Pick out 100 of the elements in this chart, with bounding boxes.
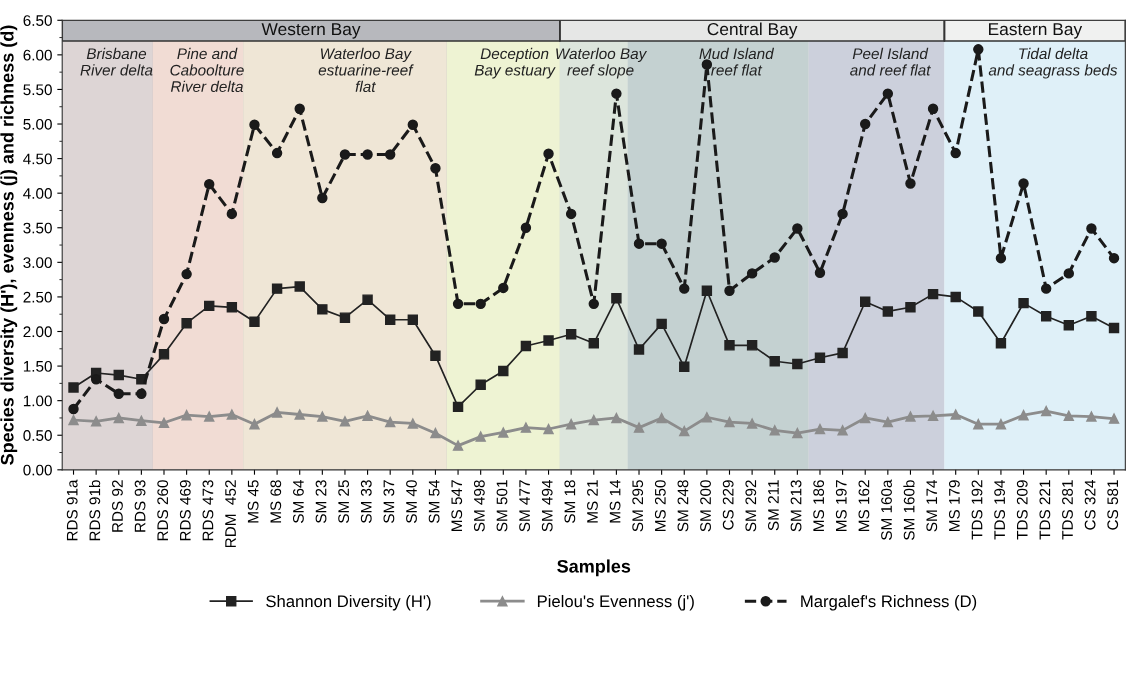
x-tick-label: SM 160a xyxy=(881,479,892,540)
point xyxy=(837,347,848,359)
point xyxy=(701,59,713,70)
point xyxy=(158,313,170,325)
point xyxy=(430,350,441,361)
point xyxy=(995,338,1007,349)
point xyxy=(475,298,486,310)
x-tick-label: MS 45 xyxy=(247,480,259,523)
legend-label: Margalef's Richness (D) xyxy=(801,594,977,611)
x-tick-label: CS 581 xyxy=(1107,480,1119,530)
point xyxy=(973,418,984,430)
point xyxy=(633,344,645,355)
x-tick-label: MS 179 xyxy=(948,480,960,531)
x-axis-title: Samples xyxy=(557,559,631,577)
point xyxy=(905,178,916,189)
point xyxy=(362,149,373,160)
point xyxy=(498,427,509,438)
point xyxy=(656,412,667,424)
point xyxy=(543,335,554,346)
point xyxy=(656,318,667,330)
point xyxy=(1018,409,1029,421)
y-tick-label: 1.50 xyxy=(23,360,52,372)
point xyxy=(792,358,803,370)
point xyxy=(814,267,826,278)
point xyxy=(769,425,780,436)
point xyxy=(588,414,599,426)
point xyxy=(430,163,441,174)
x-tick-label: MS 186 xyxy=(813,480,825,531)
point xyxy=(362,294,373,305)
point xyxy=(588,298,599,310)
band-label: Mud Island reef flat xyxy=(699,47,775,76)
point xyxy=(950,147,961,159)
point xyxy=(339,149,351,160)
x-tick-label: SM 54 xyxy=(428,479,440,523)
point xyxy=(837,425,848,436)
x-tick-label: SM 25 xyxy=(338,480,350,523)
x-tick-label: RDS 473 xyxy=(202,480,214,541)
y-tick-label: 0.50 xyxy=(23,430,52,441)
x-tick-label: RDS 469 xyxy=(179,480,191,541)
point xyxy=(1063,268,1075,279)
point xyxy=(860,412,871,424)
band-label: Brisbane River delta xyxy=(80,47,153,76)
point xyxy=(430,427,441,439)
point xyxy=(249,119,260,130)
band-label: Waterloo Bay reef slope xyxy=(556,47,648,79)
point xyxy=(1108,252,1120,264)
point xyxy=(475,431,486,442)
point xyxy=(882,416,894,428)
point xyxy=(905,411,916,422)
point xyxy=(543,148,554,159)
point xyxy=(724,285,735,296)
point xyxy=(452,440,464,451)
point xyxy=(1018,297,1029,309)
point xyxy=(769,356,780,367)
x-tick-label: SM 40 xyxy=(406,480,417,523)
x-tick-label: SM 213 xyxy=(790,480,802,532)
point xyxy=(814,352,826,363)
point xyxy=(701,412,713,423)
point xyxy=(407,119,419,130)
y-tick-label: 4.50 xyxy=(23,153,52,165)
x-tick-label: RDS 91b xyxy=(89,480,101,541)
x-tick-label: TDS 221 xyxy=(1039,480,1051,540)
band-label: Peel Island and reef flat xyxy=(850,47,931,76)
point xyxy=(181,409,192,421)
point xyxy=(520,222,532,233)
point xyxy=(1063,410,1075,422)
point xyxy=(746,418,758,429)
point xyxy=(475,379,486,390)
x-tick-label: MS 547 xyxy=(451,480,463,531)
band-label: Western Bay xyxy=(261,23,361,39)
point xyxy=(204,411,215,422)
point xyxy=(860,296,871,307)
band-label: Eastern Bay xyxy=(989,23,1083,39)
point xyxy=(724,416,735,428)
point xyxy=(271,283,283,294)
point xyxy=(633,422,645,433)
band-label: Tidal delta and seagrass beds xyxy=(988,47,1118,79)
point xyxy=(1108,322,1120,334)
y-tick-label: 2.50 xyxy=(23,291,52,303)
point xyxy=(317,304,328,315)
point xyxy=(294,281,305,292)
x-tick-label: TDS 192 xyxy=(971,480,983,540)
point xyxy=(950,409,961,420)
point xyxy=(1086,411,1097,422)
point xyxy=(226,302,238,313)
point xyxy=(113,388,124,399)
point xyxy=(724,340,735,351)
point xyxy=(611,293,622,304)
y-tick-label: 3.00 xyxy=(23,257,52,269)
y-tick-label: 0.00 xyxy=(23,464,52,476)
band-label: Central Bay xyxy=(707,22,798,39)
x-tick-label: SM 174 xyxy=(926,479,938,532)
point xyxy=(1018,178,1029,189)
point xyxy=(384,314,396,325)
x-tick-label: RDS 260 xyxy=(157,480,169,541)
point xyxy=(226,208,238,220)
x-tick-label: SM 64 xyxy=(293,479,304,523)
point xyxy=(520,422,532,433)
point xyxy=(1040,283,1052,294)
point xyxy=(814,423,826,435)
